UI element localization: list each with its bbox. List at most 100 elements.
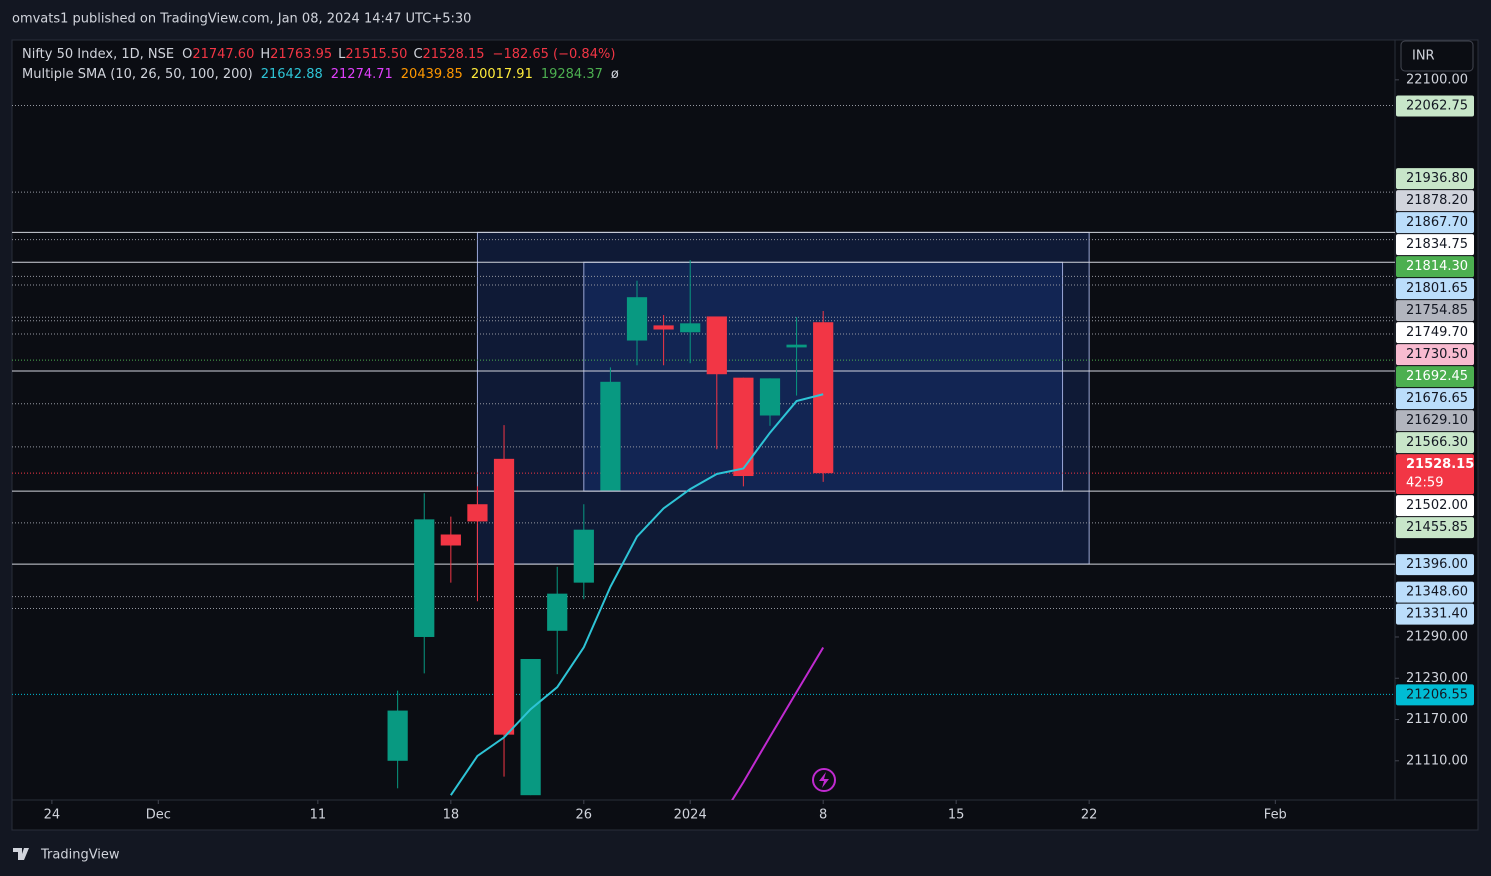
candle-body xyxy=(547,593,568,631)
price-label-bg xyxy=(1396,322,1474,344)
price-label-bg xyxy=(1396,300,1474,322)
y-tick-label: 21170.00 xyxy=(1406,712,1468,727)
event-bolt xyxy=(819,772,829,788)
price-label-bg xyxy=(1396,495,1474,517)
price-label: 21878.20 xyxy=(1406,193,1468,208)
price-label-bg xyxy=(1396,581,1474,603)
price-label: 21629.10 xyxy=(1406,413,1468,428)
brand-logo xyxy=(13,848,29,860)
x-tick-label: Dec xyxy=(146,808,171,823)
x-tick-label: 2024 xyxy=(674,808,707,823)
price-label-bg xyxy=(1396,190,1474,212)
symbol: Nifty 50 Index, 1D, NSE xyxy=(22,47,174,62)
indicator-legend: Multiple SMA (10, 26, 50, 100, 200) 21642… xyxy=(22,67,619,82)
price-label-bg xyxy=(1396,168,1474,190)
price-label: 21749.70 xyxy=(1406,325,1468,340)
candle-body xyxy=(440,534,461,546)
currency[interactable]: INR xyxy=(1412,49,1435,64)
publish-info: omvats1 published on TradingView.com, Ja… xyxy=(12,12,471,27)
indicator-value: 21642.88 xyxy=(261,67,323,82)
indicator-value: 21274.71 xyxy=(331,67,393,82)
brand: TradingView xyxy=(40,848,120,863)
y-tick-label: 22100.00 xyxy=(1406,72,1468,87)
ohlc-key: O xyxy=(182,47,192,62)
price-label-bg xyxy=(1396,278,1474,300)
candle-body xyxy=(493,458,515,735)
plot-area xyxy=(12,104,1395,800)
price-label: 21348.60 xyxy=(1406,585,1468,600)
x-tick-label: 8 xyxy=(819,808,827,823)
y-tick-label: 21230.00 xyxy=(1406,671,1468,686)
price-label-bg xyxy=(1396,410,1474,432)
candle-body xyxy=(387,710,408,761)
price-label-bg xyxy=(1396,454,1474,495)
currency-button[interactable] xyxy=(1400,40,1474,72)
sma-line xyxy=(731,646,825,800)
y-tick-label: 21110.00 xyxy=(1406,753,1468,768)
symbol-legend: Nifty 50 Index, 1D, NSE O21747.60 H21763.9… xyxy=(22,47,615,62)
price-label: 21936.80 xyxy=(1406,171,1468,186)
price-label-bg xyxy=(1396,95,1474,117)
candle-body xyxy=(813,322,834,474)
candle-body xyxy=(467,504,488,522)
x-tick-label: 18 xyxy=(443,808,460,823)
price-label-bg xyxy=(1396,388,1474,410)
candle-body xyxy=(680,323,701,333)
price-label: 21801.65 xyxy=(1406,281,1468,296)
sma-line xyxy=(450,393,824,796)
price-label: 21754.85 xyxy=(1406,303,1468,318)
x-tick-label: Feb xyxy=(1264,808,1287,823)
overlay: 22062.75 21936.80 21878.20 21867.70 21834.75… xyxy=(1396,95,1474,706)
ohlc-key: L xyxy=(338,47,346,62)
candle-body xyxy=(786,344,807,348)
ohlc-value: 21515.50 xyxy=(345,47,407,62)
indicator-value: 20017.91 xyxy=(471,67,533,82)
x-tick-label: 26 xyxy=(576,808,593,823)
x-tick-label: 15 xyxy=(948,808,965,823)
price-label: 21676.65 xyxy=(1406,391,1468,406)
candle-body xyxy=(653,325,674,330)
price-label: 21528.15 xyxy=(1406,457,1474,472)
ohlc-value: 21528.15 xyxy=(423,47,485,62)
x-tick-label: 22 xyxy=(1081,808,1098,823)
indicator-value: 19284.37 xyxy=(541,67,603,82)
price-label: 21867.70 xyxy=(1406,215,1468,230)
candle-body xyxy=(520,658,541,796)
change: −182.65 (−0.84%) xyxy=(493,47,616,62)
price-label-bg xyxy=(1396,366,1474,388)
x-tick-label: 24 xyxy=(44,808,61,823)
price-label-bg xyxy=(1396,432,1474,454)
candle-body xyxy=(759,378,781,416)
price-label-bg xyxy=(1396,684,1474,706)
event-icon[interactable] xyxy=(812,768,836,792)
price-label: 21834.75 xyxy=(1406,237,1468,252)
price-label: 21814.30 xyxy=(1406,259,1468,274)
price-label: 21566.30 xyxy=(1406,435,1468,450)
price-label-bg xyxy=(1396,234,1474,256)
y-tick-label: 21290.00 xyxy=(1406,629,1468,644)
candle-body xyxy=(600,381,621,491)
price-label-bg xyxy=(1396,256,1474,278)
indicator-suffix: ø xyxy=(611,67,619,82)
price-label: 21692.45 xyxy=(1406,369,1468,384)
candle-body xyxy=(626,297,648,341)
price-label: 21730.50 xyxy=(1406,347,1468,362)
price-label: 21331.40 xyxy=(1406,607,1468,622)
price-label-bg xyxy=(1396,212,1474,234)
candle-body xyxy=(573,529,594,583)
ohlc-key: H xyxy=(260,47,270,62)
countdown: 42:59 xyxy=(1406,476,1443,491)
price-label: 21502.00 xyxy=(1406,498,1468,513)
price-label-bg xyxy=(1396,344,1474,366)
indicator-value: 20439.85 xyxy=(401,67,463,82)
indicator: Multiple SMA (10, 26, 50, 100, 200) xyxy=(22,67,253,82)
price-label-bg xyxy=(1396,517,1474,539)
candle-body xyxy=(414,519,435,637)
ohlc-value: 21747.60 xyxy=(192,47,254,62)
ohlc-value: 21763.95 xyxy=(270,47,332,62)
candle-body xyxy=(706,316,727,375)
price-label: 21455.85 xyxy=(1406,520,1468,535)
price-label-bg xyxy=(1396,603,1474,625)
